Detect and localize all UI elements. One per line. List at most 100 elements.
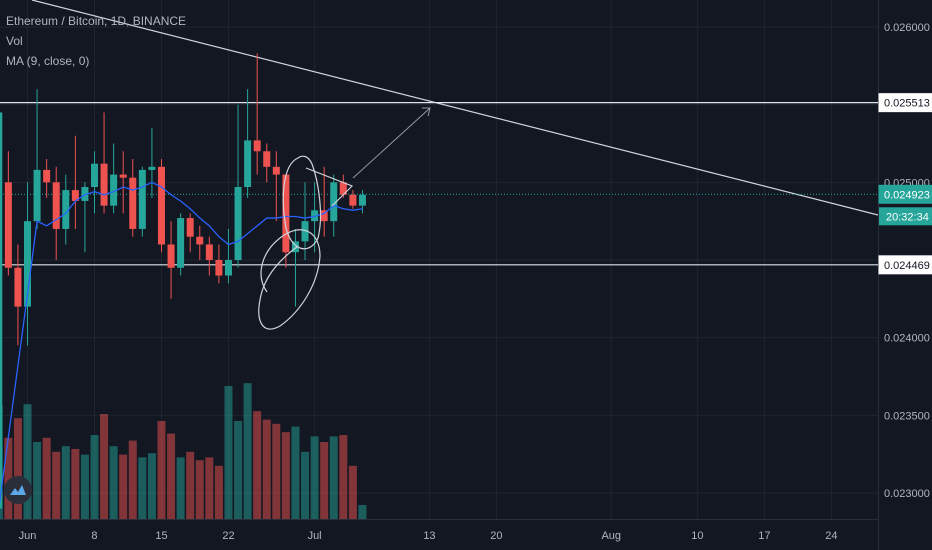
volume-bar (147, 453, 156, 519)
candle-body (358, 194, 366, 206)
candle-body (33, 169, 41, 222)
candle (272, 151, 280, 222)
candle (157, 159, 165, 253)
time-axis[interactable]: Jun 8 15 22 Jul 13 20 Aug 10 17 24 (19, 530, 838, 542)
candle-body (291, 241, 299, 253)
volume-bar (253, 411, 262, 519)
candle (186, 213, 194, 253)
candle (349, 190, 357, 209)
tradingview-logo[interactable] (4, 476, 32, 504)
drawn-loop-small (282, 155, 322, 250)
symbol-title[interactable]: Ethereum / Bitcoin, 1D, BINANCE (6, 14, 187, 28)
volume-bar (138, 457, 147, 519)
time-tick-label: 22 (222, 530, 234, 542)
price-tick-label: 0.023000 (884, 488, 930, 500)
volume-bar (42, 437, 51, 519)
time-tick-label: 20 (490, 530, 502, 542)
ma-line (0, 181, 363, 505)
volume-bar (243, 383, 252, 519)
volume-bar (90, 435, 99, 519)
volume-bar (320, 442, 329, 519)
candle-body (4, 182, 12, 268)
candle (33, 89, 41, 229)
volume-bar (109, 446, 118, 519)
candle (253, 53, 261, 175)
trendline-descending[interactable] (31, 0, 879, 216)
candle (234, 104, 242, 268)
candle-body (215, 260, 223, 276)
candle-body (320, 210, 328, 222)
volume-bar (71, 449, 80, 519)
candle-body (272, 166, 280, 175)
volume-bar (301, 451, 310, 519)
candle-body (90, 163, 98, 187)
volume-bar (281, 432, 290, 519)
candle-body (196, 236, 204, 245)
candle (291, 228, 299, 307)
candle-body (330, 182, 338, 222)
price-tick-label: 0.023500 (884, 410, 930, 422)
candle-body (167, 244, 175, 268)
volume-bar (176, 457, 185, 519)
candle (100, 112, 108, 214)
price-tick-label: 0.024000 (884, 333, 930, 345)
volume-bar (100, 414, 109, 519)
level-price-label: 0.024469 (884, 260, 930, 272)
time-tick-label: Aug (601, 530, 621, 542)
candle-body (186, 218, 194, 237)
volume-bar (224, 386, 233, 519)
volume-bar (167, 433, 176, 519)
candle-body (148, 166, 156, 170)
candle (311, 182, 319, 253)
volume-bar (128, 440, 137, 519)
candle (81, 182, 89, 253)
candle (263, 143, 271, 183)
candle-body (282, 174, 290, 253)
candle-body (110, 174, 118, 206)
volume-bar (119, 454, 128, 519)
time-tick-label: 24 (825, 530, 837, 542)
time-tick-label: 10 (691, 530, 703, 542)
time-tick-label: 15 (155, 530, 167, 542)
volume-bar (339, 435, 348, 519)
volume-indicator-label[interactable]: Vol (6, 34, 23, 48)
candle (177, 213, 185, 276)
candle (244, 89, 252, 198)
volume-bar (358, 505, 367, 519)
volume-bar (186, 451, 195, 519)
candle-body (119, 174, 127, 178)
volume-bar (310, 436, 319, 519)
candle-body (43, 169, 51, 183)
price-labels: 0.025513 0.024469 0.024923 20:32:34 (878, 93, 932, 275)
volume-bar (262, 419, 271, 519)
candle-body (205, 244, 213, 260)
volume-bar (234, 421, 243, 519)
candle-body (71, 190, 79, 201)
candle-body (253, 140, 261, 152)
candle (71, 135, 79, 229)
time-tick-label: 17 (758, 530, 770, 542)
candle (196, 225, 204, 260)
volume-bar (13, 418, 22, 519)
countdown-bg (879, 207, 932, 226)
candle-body (234, 186, 242, 260)
candle (320, 166, 328, 237)
candle (52, 166, 60, 260)
volume-bars (0, 383, 367, 519)
candle-body (311, 210, 319, 222)
volume-bar (272, 423, 281, 519)
time-tick-label: 8 (91, 530, 97, 542)
candle-body (177, 218, 185, 268)
candle-body (129, 177, 137, 229)
volume-bar (329, 436, 338, 519)
candle-body (62, 190, 70, 229)
volume-bar (61, 446, 70, 519)
volume-bar (157, 421, 166, 519)
candle (110, 143, 118, 214)
candle-body (244, 140, 252, 187)
candle (43, 159, 51, 198)
drawn-loop-large (258, 229, 321, 330)
ma-indicator-label[interactable]: MA (9, close, 0) (6, 54, 90, 68)
last-price-label-bg (878, 184, 932, 204)
